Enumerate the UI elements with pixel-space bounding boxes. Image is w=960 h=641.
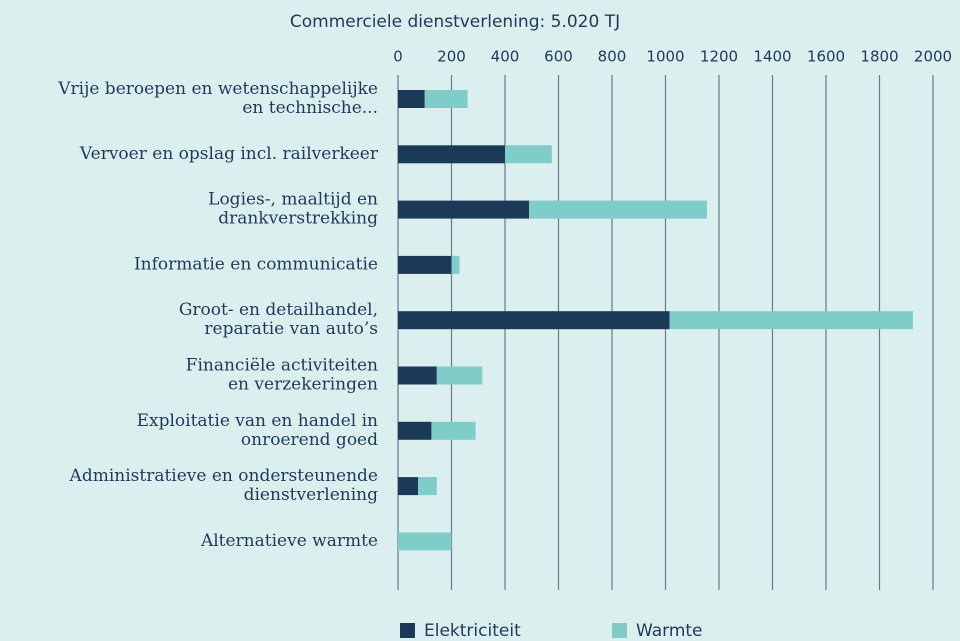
bar-segment xyxy=(436,366,483,385)
bar-segment xyxy=(398,477,419,496)
y-tick-label: Logies-, maaltijd en xyxy=(208,190,378,210)
x-tick-label: 1200 xyxy=(700,48,738,66)
legend-label: Warmte xyxy=(636,621,703,641)
x-tick-label: 2000 xyxy=(914,48,952,66)
y-tick-label: onroerend goed xyxy=(241,430,378,450)
x-tick-label: 600 xyxy=(544,48,573,66)
y-tick-label: dienstverlening xyxy=(244,485,379,505)
y-tick-label: en verzekeringen xyxy=(228,375,378,395)
bar-segment xyxy=(505,145,552,164)
x-tick-label: 1800 xyxy=(860,48,898,66)
bar-segment xyxy=(398,532,452,551)
y-tick-label: reparatie van auto’s xyxy=(204,319,378,339)
bar-segment xyxy=(398,311,670,330)
bar-segment xyxy=(398,90,425,108)
y-tick-label: Administratieve en ondersteunende xyxy=(69,466,378,486)
bar-segment xyxy=(398,421,432,440)
x-tick-label: 1400 xyxy=(753,48,791,66)
y-tick-label: Vrije beroepen en wetenschappelijke xyxy=(57,79,378,99)
x-tick-label: 800 xyxy=(598,48,627,66)
y-tick-label: Groot- en detailhandel, xyxy=(179,300,378,320)
bar-segment xyxy=(398,145,505,164)
y-tick-label: Exploitatie van en handel in xyxy=(137,411,378,431)
bar-segment xyxy=(669,311,913,330)
bar-segment xyxy=(398,200,530,219)
bar-segment xyxy=(451,255,460,274)
bar-segment xyxy=(418,477,437,496)
bar-segment xyxy=(431,421,476,440)
legend-swatch xyxy=(612,623,627,638)
x-tick-label: 200 xyxy=(437,48,466,66)
bar-segment xyxy=(398,255,452,274)
bar-segment xyxy=(424,90,468,108)
y-tick-label: Vervoer en opslag incl. railverkeer xyxy=(79,144,379,164)
y-tick-label: Informatie en communicatie xyxy=(134,254,378,274)
x-tick-label: 1600 xyxy=(807,48,845,66)
bar-segment xyxy=(529,200,707,219)
y-tick-label: en technische... xyxy=(242,98,378,118)
y-tick-label: Alternatieve warmte xyxy=(200,531,378,551)
y-tick-label: Financiële activiteiten xyxy=(186,356,378,376)
legend-swatch xyxy=(400,623,415,638)
bar-segment xyxy=(398,366,437,385)
y-tick-label: drankverstrekking xyxy=(218,209,378,229)
legend-label: Elektriciteit xyxy=(424,621,521,641)
chart-title: Commerciele dienstverlening: 5.020 TJ xyxy=(290,12,620,32)
x-tick-label: 400 xyxy=(491,48,520,66)
x-tick-label: 0 xyxy=(393,48,403,66)
x-tick-label: 1000 xyxy=(646,48,684,66)
